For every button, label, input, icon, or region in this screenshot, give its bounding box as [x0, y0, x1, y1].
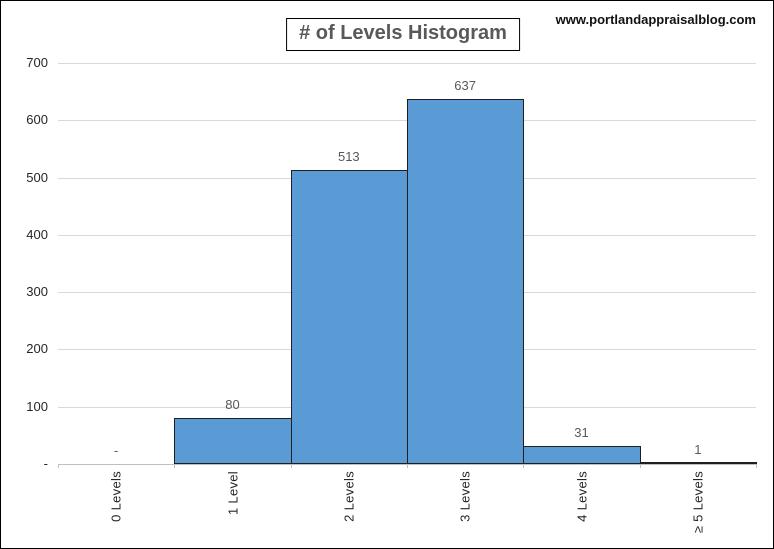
x-axis-category-label: 0 Levels [108, 471, 124, 522]
bar-data-label: 1 [694, 442, 702, 458]
y-axis-tick-label: 100 [26, 398, 48, 414]
bar-data-label: - [113, 443, 119, 458]
histogram-bar-1-level [174, 418, 292, 464]
y-axis-tick-label: 200 [26, 341, 48, 357]
chart-title: # of Levels Histogram [286, 18, 520, 51]
y-axis-tick-label: 700 [26, 55, 48, 70]
histogram-bar--5-levels [639, 462, 757, 464]
x-axis-tick [523, 464, 525, 468]
y-axis-tick-label: 600 [26, 112, 48, 128]
x-axis-tick [407, 464, 408, 468]
x-axis-tick [639, 464, 641, 468]
gridline [58, 63, 756, 64]
x-axis-tick [756, 464, 757, 468]
y-axis-tick-label: - [43, 456, 48, 471]
x-axis-category-label: 3 Levels [457, 471, 473, 522]
y-axis-tick-label: 500 [26, 169, 48, 185]
plot-area [58, 63, 757, 465]
histogram-bar-2-levels [290, 170, 408, 464]
bar-data-label: 513 [337, 149, 360, 165]
y-axis-tick-label: 300 [26, 284, 48, 300]
x-axis-tick [58, 464, 59, 468]
x-axis-category-label: 2 Levels [341, 471, 357, 522]
y-axis-tick-label: 400 [26, 226, 48, 242]
x-axis-tick [174, 464, 176, 468]
x-axis-category-label: 1 Level [225, 471, 240, 516]
x-axis-tick [290, 464, 292, 468]
bar-data-label: 31 [574, 425, 589, 441]
histogram-bar-3-levels [407, 99, 525, 464]
histogram-bar-4-levels [523, 446, 641, 464]
x-axis-category-label: 4 Levels [574, 471, 589, 522]
bar-data-label: 80 [225, 397, 240, 413]
watermark-url: www.portlandappraisalblog.com [555, 12, 756, 27]
x-axis-category-label: ≥ 5 Levels [690, 471, 706, 534]
bar-data-label: 637 [454, 78, 476, 94]
